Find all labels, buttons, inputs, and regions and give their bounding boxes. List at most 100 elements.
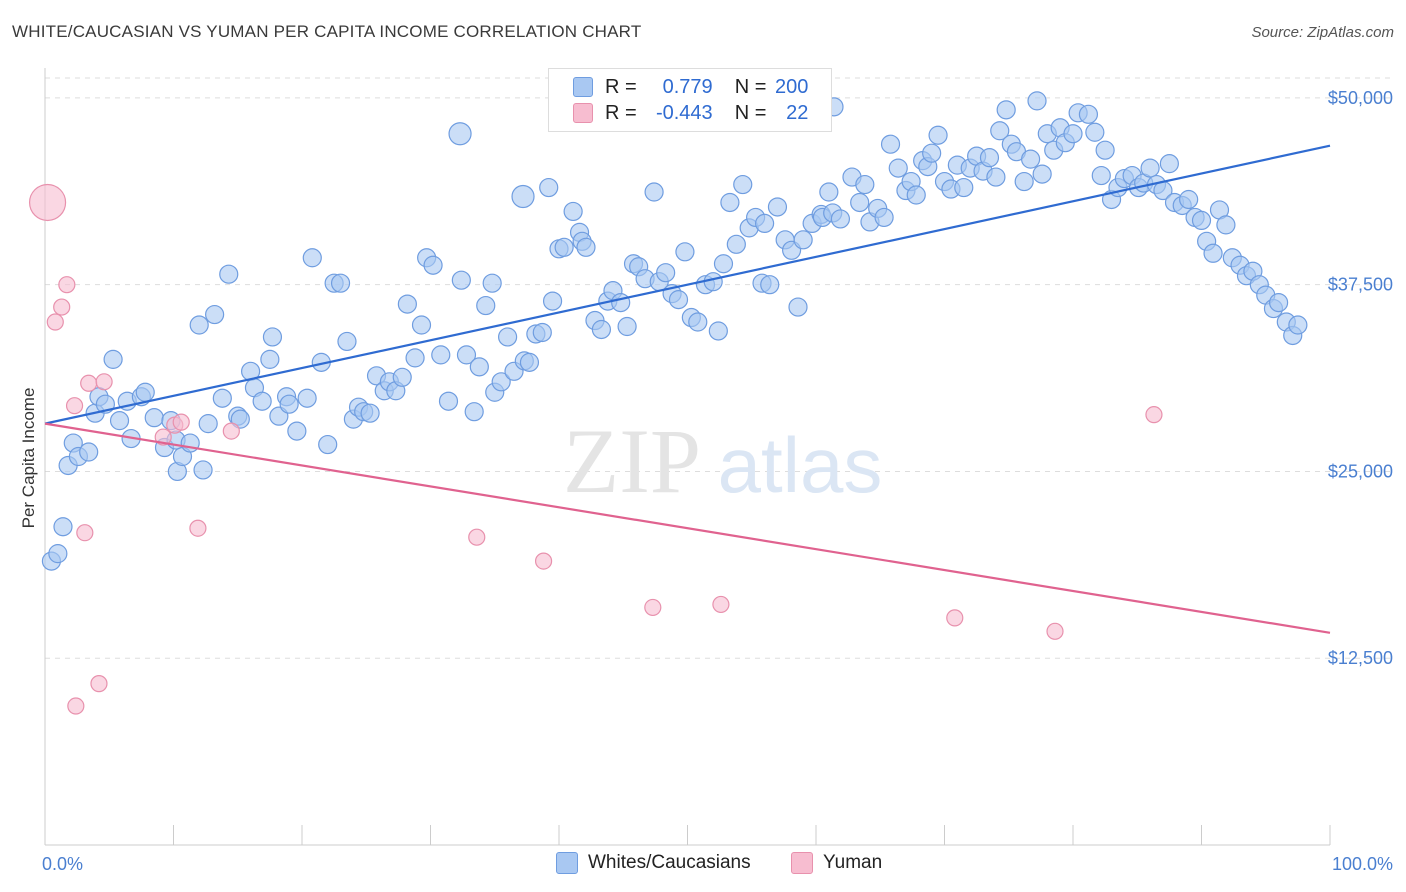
- point-whites-6: [79, 442, 99, 462]
- point-whites-179: [1159, 154, 1179, 174]
- point-yuman-4: [65, 397, 84, 415]
- point-whites-41: [302, 248, 322, 268]
- point-whites-124: [819, 182, 839, 202]
- point-whites-79: [539, 177, 559, 198]
- point-whites-109: [726, 234, 746, 254]
- n-label: N =: [734, 75, 767, 98]
- yuman-swatch-icon: [573, 103, 593, 123]
- r-value: -0.443: [655, 101, 713, 124]
- point-whites-106: [708, 321, 728, 341]
- point-whites-43: [318, 434, 338, 455]
- point-yuman-8: [90, 675, 108, 693]
- point-whites-133: [874, 207, 894, 228]
- point-whites-166: [1078, 104, 1099, 124]
- point-whites-167: [1085, 122, 1105, 142]
- point-whites-34: [260, 349, 280, 369]
- watermark-zip: ZIP: [563, 410, 701, 512]
- point-whites-40: [297, 388, 317, 408]
- n-value: 22: [786, 101, 809, 124]
- point-whites-114: [754, 213, 775, 233]
- point-whites-57: [405, 348, 425, 368]
- point-whites-1: [48, 544, 68, 564]
- point-whites-129: [850, 192, 870, 213]
- point-whites-39: [287, 421, 307, 441]
- series-legend: Whites/Caucasians Yuman: [0, 852, 1406, 878]
- point-whites-10: [103, 349, 123, 369]
- point-whites-50: [360, 403, 380, 423]
- point-whites-119: [788, 297, 808, 317]
- r-value: 0.779: [662, 75, 713, 98]
- point-whites-72: [498, 327, 518, 347]
- point-whites-100: [668, 290, 689, 310]
- point-whites-158: [1027, 91, 1047, 111]
- point-whites-35: [262, 327, 283, 347]
- point-whites-135: [888, 158, 908, 178]
- point-whites-91: [611, 292, 631, 313]
- point-whites-156: [1014, 171, 1034, 192]
- point-whites-27: [212, 388, 232, 408]
- point-yuman-6: [76, 524, 94, 542]
- point-whites-23: [193, 460, 213, 480]
- point-whites-146: [954, 177, 974, 198]
- point-yuman-20: [1046, 622, 1064, 640]
- series-yuman-points: [28, 183, 1163, 715]
- point-whites-80: [542, 291, 563, 311]
- point-whites-78: [511, 184, 535, 209]
- point-yuman-5: [67, 697, 85, 715]
- point-whites-159: [1032, 164, 1052, 184]
- point-whites-25: [198, 414, 218, 434]
- point-whites-38: [279, 394, 299, 414]
- point-whites-24: [189, 315, 209, 335]
- point-whites-152: [990, 121, 1010, 141]
- stats-row-yuman: R = -0.443 N = 22: [573, 100, 808, 126]
- point-whites-60: [423, 255, 443, 275]
- point-whites-77: [532, 322, 552, 343]
- trend-line-whites: [44, 144, 1331, 425]
- point-yuman-2: [53, 298, 71, 316]
- point-whites-126: [830, 209, 851, 229]
- point-yuman-18: [712, 595, 730, 614]
- point-whites-58: [411, 315, 432, 335]
- y-tick-label-0: $12,500: [1328, 648, 1393, 668]
- point-whites-151: [986, 167, 1006, 187]
- trend-line-yuman: [44, 422, 1331, 634]
- series-whites-points: [41, 91, 1308, 571]
- point-whites-67: [469, 357, 489, 377]
- legend-label-whites: Whites/Caucasians: [588, 852, 751, 873]
- point-whites-15: [135, 382, 155, 402]
- y-tick-label-2: $37,500: [1328, 275, 1393, 295]
- point-whites-153: [996, 100, 1016, 120]
- point-whites-28: [219, 264, 239, 284]
- point-whites-199: [1288, 315, 1308, 335]
- y-tick-label-1: $25,000: [1328, 461, 1393, 481]
- point-whites-196: [1268, 292, 1289, 313]
- point-whites-88: [591, 319, 612, 340]
- point-whites-116: [767, 197, 788, 217]
- point-whites-75: [519, 352, 540, 372]
- point-whites-182: [1179, 189, 1199, 210]
- point-whites-142: [928, 125, 948, 145]
- point-whites-65: [456, 345, 477, 365]
- x-tick-label-max: 100.0%: [1332, 854, 1393, 874]
- point-whites-169: [1095, 140, 1115, 160]
- point-whites-69: [482, 273, 502, 293]
- point-whites-92: [617, 316, 637, 337]
- n-value: 200: [775, 75, 809, 98]
- watermark-atlas: atlas: [718, 421, 883, 509]
- legend-item-yuman: Yuman: [791, 852, 882, 874]
- y-axis-label: Per Capita Income: [19, 388, 38, 529]
- point-whites-96: [644, 182, 664, 202]
- point-whites-26: [205, 304, 225, 325]
- point-whites-56: [397, 294, 417, 314]
- point-whites-86: [576, 237, 596, 257]
- point-whites-63: [448, 122, 472, 146]
- point-whites-71: [491, 372, 511, 392]
- trend-lines: [44, 144, 1331, 634]
- point-yuman-12: [172, 413, 190, 431]
- x-tick-label-min: 0.0%: [42, 854, 83, 874]
- point-whites-45: [330, 273, 351, 293]
- point-whites-138: [906, 185, 926, 205]
- stats-row-whites: R = 0.779 N = 200: [573, 74, 808, 100]
- n-label: N =: [734, 101, 767, 124]
- point-whites-61: [431, 345, 451, 365]
